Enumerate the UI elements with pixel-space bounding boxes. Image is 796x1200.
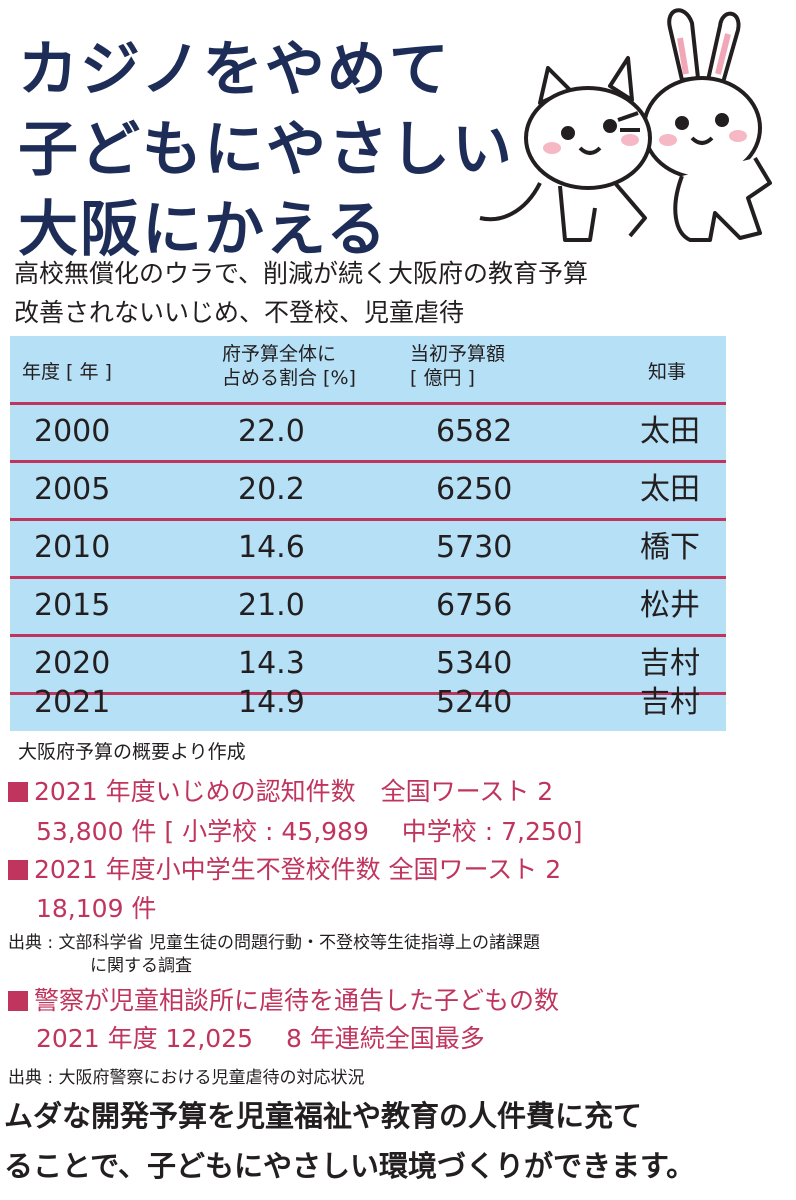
header-ratio-line-2: 占める割合 [%] <box>222 367 356 389</box>
cell-governor: 吉村 <box>640 646 700 681</box>
cell-ratio: 22.0 <box>238 414 305 449</box>
header-budget-line-2: [ 億円 ] <box>410 367 475 389</box>
closing-line-1: ムダな開発予算を児童福祉や教育の人件費に充て <box>4 1099 643 1133</box>
cell-governor: 太田 <box>640 414 700 449</box>
stat-bullying-title: 2021 年度いじめの認知件数 全国ワースト 2 <box>8 776 553 808</box>
table-header: 年度 [ 年 ] 府予算全体に 占める割合 [%] 当初予算額 [ 億円 ] 知… <box>10 336 726 405</box>
citation-police: 出典 : 大阪府警察における児童虐待の対応状況 <box>8 1068 365 1088</box>
cell-governor: 松井 <box>640 588 700 623</box>
headline-line-1: カジノをやめて <box>18 35 451 105</box>
header-budget: 当初予算額 [ 億円 ] <box>410 342 505 390</box>
stat-truancy-detail: 18,109 件 <box>36 894 157 923</box>
cell-year: 2015 <box>34 588 111 623</box>
cell-governor: 吉村 <box>640 685 700 720</box>
cell-budget: 5730 <box>436 530 513 565</box>
subheading-issues: 改善されないいじめ、不登校、児童虐待 <box>14 298 465 327</box>
table-row: 2015 21.0 6756 松井 <box>10 579 726 637</box>
cell-ratio: 14.6 <box>238 530 305 565</box>
cell-year: 2010 <box>34 530 111 565</box>
cell-governor: 太田 <box>640 472 700 507</box>
citation-mext-line-1: 出典 : 文部科学省 児童生徒の問題行動・不登校等生徒指導上の諸課題 <box>8 933 540 953</box>
cell-budget: 6250 <box>436 472 513 507</box>
rabbit-icon <box>642 8 772 242</box>
square-bullet-icon <box>8 991 28 1011</box>
stat-abuse-detail: 2021 年度 12,025 8 年連続全国最多 <box>36 1024 485 1053</box>
cell-budget: 5240 <box>436 685 513 720</box>
stat-bullying-detail: 53,800 件 [ 小学校 : 45,989 中学校 : 7,250] <box>36 817 583 846</box>
citation-mext-line-2: に関する調査 <box>90 956 192 976</box>
cell-governor: 橋下 <box>640 530 700 565</box>
cell-ratio: 14.9 <box>238 685 305 720</box>
stat-truancy-text: 2021 年度小中学生不登校件数 全国ワースト 2 <box>34 855 562 884</box>
header-year: 年度 [ 年 ] <box>22 361 112 383</box>
table-row: 2005 20.2 6250 太田 <box>10 463 726 521</box>
square-bullet-icon <box>8 860 28 880</box>
table-source-note: 大阪府予算の概要より作成 <box>18 741 246 763</box>
education-budget-table: 年度 [ 年 ] 府予算全体に 占める割合 [%] 当初予算額 [ 億円 ] 知… <box>10 336 726 731</box>
stat-bullying-text: 2021 年度いじめの認知件数 全国ワースト 2 <box>34 777 554 806</box>
header-budget-line-1: 当初予算額 <box>410 343 506 365</box>
cell-budget: 5340 <box>436 646 513 681</box>
table-row: 2010 14.6 5730 橋下 <box>10 521 726 579</box>
header-ratio-line-1: 府予算全体に <box>222 343 337 365</box>
cell-year: 2000 <box>34 414 111 449</box>
headline: カジノをやめて 子どもにやさしい 大阪にかえる <box>18 30 514 270</box>
cell-year: 2020 <box>34 646 111 681</box>
cell-year: 2005 <box>34 472 111 507</box>
stat-truancy-title: 2021 年度小中学生不登校件数 全国ワースト 2 <box>8 854 561 886</box>
cell-budget: 6582 <box>436 414 513 449</box>
stat-abuse-text: 警察が児童相談所に虐待を通告した子どもの数 <box>34 986 560 1015</box>
stat-abuse-title: 警察が児童相談所に虐待を通告した子どもの数 <box>8 985 559 1017</box>
table-row: 2020 14.3 5340 吉村 <box>10 637 726 695</box>
closing-line-2: ることで、子どもにやさしい環境づくりができます。 <box>4 1149 696 1183</box>
table-row: 2000 22.0 6582 太田 <box>10 405 726 463</box>
subheading-budget-cut: 高校無償化のウラで、削減が続く大阪府の教育予算 <box>14 259 589 288</box>
cell-ratio: 20.2 <box>238 472 305 507</box>
headline-line-3: 大阪にかえる <box>18 195 389 265</box>
header-ratio: 府予算全体に 占める割合 [%] <box>222 342 356 390</box>
cell-year: 2021 <box>34 685 111 720</box>
cell-ratio: 21.0 <box>238 588 305 623</box>
table-row: 2021 14.9 5240 吉村 <box>10 676 726 731</box>
square-bullet-icon <box>8 782 28 802</box>
cat-and-rabbit-illustration <box>479 8 772 242</box>
cat-icon <box>479 56 652 242</box>
cell-budget: 6756 <box>436 588 513 623</box>
header-governor: 知事 <box>648 361 687 383</box>
cell-ratio: 14.3 <box>238 646 305 681</box>
headline-line-2: 子どもにやさしい <box>18 115 514 185</box>
